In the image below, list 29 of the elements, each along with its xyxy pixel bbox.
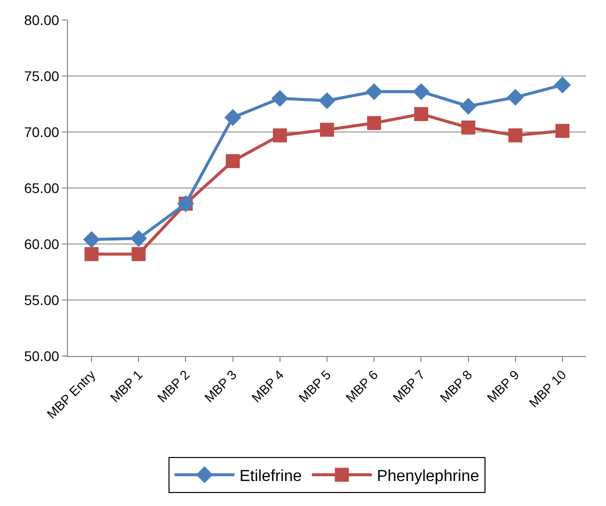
point	[318, 92, 336, 110]
point	[554, 76, 571, 94]
point	[506, 88, 524, 106]
point	[461, 120, 476, 135]
point	[83, 231, 100, 248]
legend-label: Etilefrine	[240, 468, 302, 485]
point	[272, 128, 287, 142]
point	[414, 107, 428, 122]
y-tick-label: 50.00	[24, 348, 60, 364]
point	[84, 247, 99, 262]
point	[460, 98, 477, 115]
point	[412, 83, 430, 100]
legend-label: Phenylephrine	[376, 468, 480, 485]
point	[271, 90, 288, 107]
y-tick-label: 75.00	[24, 68, 60, 84]
point	[366, 83, 383, 100]
point	[555, 124, 570, 138]
y-tick-label: 70.00	[24, 124, 60, 140]
y-tick-label: 65.00	[24, 180, 60, 196]
point	[320, 122, 334, 137]
point	[224, 108, 242, 126]
point	[130, 230, 148, 247]
point	[226, 154, 240, 168]
point	[367, 116, 382, 130]
y-tick-label: 80.00	[24, 12, 60, 28]
point	[508, 128, 522, 142]
y-tick-label: 60.00	[24, 236, 60, 252]
point	[132, 247, 146, 262]
y-tick-label: 55.00	[24, 292, 60, 308]
